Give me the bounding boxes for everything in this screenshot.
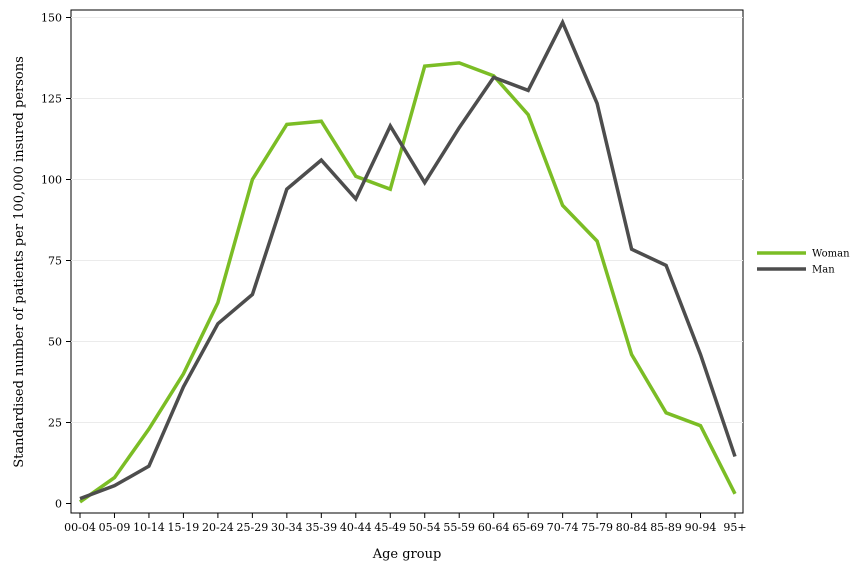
x-tick-label: 25-29 [237,521,269,534]
x-tick-label: 75-79 [581,521,613,534]
legend-label-man: Man [812,265,835,276]
x-tick-label: 35-39 [305,521,337,534]
x-tick-label: 55-59 [443,521,475,534]
x-tick-label: 80-84 [616,521,648,534]
x-tick-label: 00-04 [64,521,96,534]
x-axis-title: Age group [372,547,442,562]
y-tick-label: 150 [41,12,62,25]
y-axis-title: Standardised number of patients per 100,… [12,56,27,468]
plot-area [70,9,744,514]
y-tick-label: 25 [48,417,62,430]
legend-label-woman: Woman [812,249,850,260]
legend: Woman Man [757,249,850,276]
y-axis-ticks: 0 25 50 75 100 125 150 [41,12,71,511]
x-tick-label: 65-69 [512,521,544,534]
x-tick-label: 40-44 [340,521,372,534]
x-tick-label: 10-14 [133,521,165,534]
x-tick-label: 20-24 [202,521,234,534]
x-tick-label: 90-94 [685,521,717,534]
x-tick-label: 95+ [723,521,746,534]
y-tick-label: 100 [41,174,62,187]
x-tick-label: 05-09 [99,521,131,534]
x-tick-label: 85-89 [650,521,682,534]
x-tick-label: 30-34 [271,521,303,534]
x-tick-label: 70-74 [547,521,579,534]
x-tick-label: 50-54 [409,521,441,534]
gridlines [71,17,743,423]
series-line-woman [78,61,737,504]
x-tick-label: 15-19 [168,521,200,534]
y-tick-label: 50 [48,336,62,349]
y-tick-label: 125 [41,93,62,106]
x-tick-label: 45-49 [374,521,406,534]
y-tick-label: 75 [48,255,62,268]
x-tick-label: 60-64 [478,521,510,534]
x-axis-ticks: 00-04 05-09 10-14 15-19 20-24 25-29 30-34 35-39… [64,513,747,534]
series-lines [78,18,737,504]
y-tick-label: 0 [55,498,62,511]
series-line-man [79,18,737,501]
